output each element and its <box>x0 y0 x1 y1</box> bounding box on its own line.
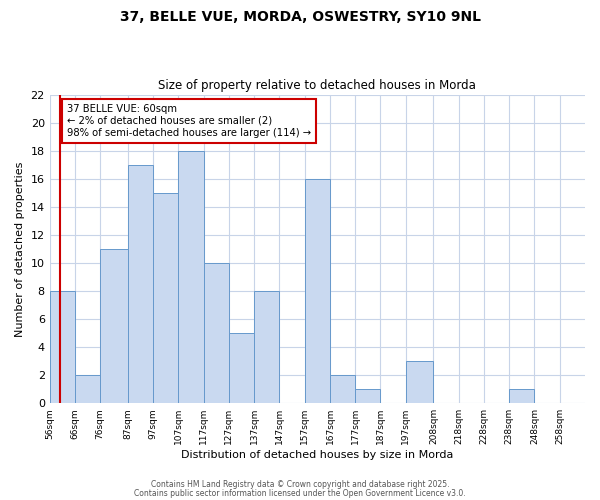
Bar <box>229 333 254 403</box>
Bar <box>128 164 153 403</box>
Text: 37, BELLE VUE, MORDA, OSWESTRY, SY10 9NL: 37, BELLE VUE, MORDA, OSWESTRY, SY10 9NL <box>119 10 481 24</box>
Text: Contains HM Land Registry data © Crown copyright and database right 2025.: Contains HM Land Registry data © Crown c… <box>151 480 449 489</box>
Bar <box>50 291 75 403</box>
Title: Size of property relative to detached houses in Morda: Size of property relative to detached ho… <box>158 79 476 92</box>
Bar <box>100 249 128 403</box>
Bar <box>406 361 433 403</box>
Bar <box>330 375 355 403</box>
X-axis label: Distribution of detached houses by size in Morda: Distribution of detached houses by size … <box>181 450 454 460</box>
Y-axis label: Number of detached properties: Number of detached properties <box>15 161 25 336</box>
Bar <box>355 389 380 403</box>
Text: Contains public sector information licensed under the Open Government Licence v3: Contains public sector information licen… <box>134 489 466 498</box>
Bar <box>75 375 100 403</box>
Bar <box>153 193 178 403</box>
Text: 37 BELLE VUE: 60sqm
← 2% of detached houses are smaller (2)
98% of semi-detached: 37 BELLE VUE: 60sqm ← 2% of detached hou… <box>67 104 311 138</box>
Bar <box>204 263 229 403</box>
Bar <box>509 389 535 403</box>
Bar <box>305 178 330 403</box>
Bar <box>254 291 280 403</box>
Bar <box>178 150 204 403</box>
